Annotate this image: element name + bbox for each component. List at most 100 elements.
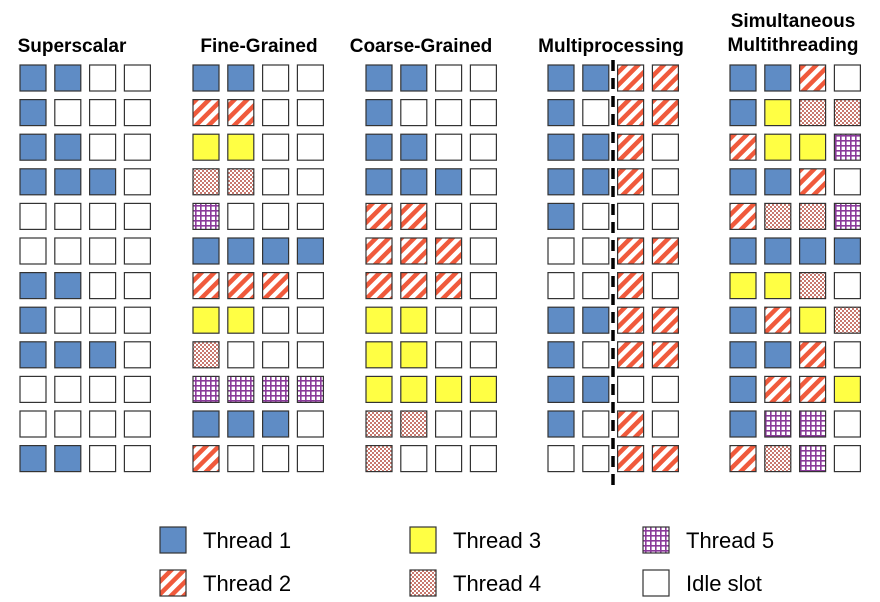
slot-thread-1: [54, 272, 82, 300]
slot-idle: [469, 410, 497, 438]
slot-thread-2: [192, 445, 220, 473]
slot-idle: [547, 237, 575, 265]
legend-label: Idle slot: [686, 571, 762, 596]
slot-thread-1: [764, 64, 792, 92]
slot-thread-5: [833, 133, 862, 161]
slot-thread-3: [227, 306, 255, 334]
slot-idle: [469, 98, 497, 127]
slot-thread-1: [54, 341, 82, 369]
slot-thread-3: [764, 272, 792, 300]
slot-thread-2: [365, 237, 393, 265]
slot-thread-1: [365, 64, 393, 92]
slot-thread-2: [798, 64, 827, 92]
slot-idle: [582, 410, 610, 438]
slot-thread-1: [192, 237, 220, 265]
slot-thread-1: [582, 375, 610, 403]
slot-idle: [582, 445, 610, 473]
slot-idle: [435, 133, 463, 161]
slot-thread-4: [833, 306, 862, 334]
slot-idle: [88, 445, 117, 473]
slot-thread-4: [365, 410, 393, 438]
slot-idle: [123, 202, 152, 230]
slot-thread-1: [262, 410, 290, 438]
panel-title: Fine-Grained: [200, 36, 317, 57]
panel-title-line: Fine-Grained: [200, 36, 317, 57]
slot-thread-4: [192, 168, 220, 196]
slot-thread-1: [764, 341, 792, 369]
panels: Superscalar Fine-Grained Coarse-Grained Mul…: [18, 11, 862, 492]
slot-idle: [296, 306, 324, 334]
slot-idle: [582, 341, 610, 369]
slot-thread-5: [296, 375, 324, 403]
slot-idle: [123, 237, 152, 265]
slot-thread-1: [400, 64, 428, 92]
slot-idle: [88, 133, 117, 161]
slot-idle: [88, 375, 117, 403]
slot-thread-5: [262, 375, 290, 403]
slot-idle: [88, 202, 117, 230]
slot-thread-1: [227, 64, 255, 92]
slot-thread-3: [400, 375, 428, 403]
slot-idle: [469, 168, 497, 196]
panel-title-line: Simultaneous: [731, 11, 856, 32]
slot-idle: [435, 64, 463, 92]
panel-title-line: Coarse-Grained: [350, 36, 493, 57]
slot-thread-2: [616, 341, 645, 369]
slot-thread-2: [262, 272, 290, 300]
slot-thread-2: [227, 272, 255, 300]
slot-idle: [651, 202, 680, 230]
slot-thread-1: [227, 410, 255, 438]
slot-thread-1: [19, 445, 47, 473]
legend-swatch: [159, 569, 187, 597]
slot-thread-2: [651, 445, 680, 473]
slot-idle: [833, 341, 862, 369]
slot-thread-1: [729, 306, 757, 334]
panel-2: Fine-Grained: [192, 36, 324, 473]
legend-swatch: [409, 526, 437, 554]
legend-label: Thread 1: [203, 528, 291, 553]
panel-4: Multiprocessing: [538, 36, 684, 492]
slot-idle: [616, 202, 645, 230]
slot-thread-5: [764, 410, 792, 438]
slot-idle: [296, 410, 324, 438]
slot-idle: [469, 133, 497, 161]
slot-idle: [262, 306, 290, 334]
slot-idle: [123, 410, 152, 438]
slot-thread-1: [19, 98, 47, 127]
slot-idle: [651, 168, 680, 196]
slot-idle: [651, 133, 680, 161]
slot-thread-1: [435, 168, 463, 196]
slot-thread-2: [798, 168, 827, 196]
slot-idle: [88, 272, 117, 300]
slot-thread-2: [616, 410, 645, 438]
slot-thread-5: [192, 375, 220, 403]
slot-thread-1: [19, 306, 47, 334]
slot-thread-1: [729, 375, 757, 403]
slot-idle: [435, 341, 463, 369]
slot-thread-2: [798, 375, 827, 403]
slot-thread-2: [729, 133, 757, 161]
slot-thread-1: [547, 410, 575, 438]
slot-thread-2: [616, 98, 645, 127]
slot-thread-2: [651, 306, 680, 334]
slot-thread-2: [764, 306, 792, 334]
slot-idle: [833, 272, 862, 300]
slot-thread-2: [651, 237, 680, 265]
slot-idle: [469, 306, 497, 334]
slot-idle: [54, 306, 82, 334]
slot-thread-1: [19, 341, 47, 369]
legend-swatch: [642, 526, 670, 554]
slot-idle: [651, 410, 680, 438]
slot-idle: [435, 410, 463, 438]
slot-thread-3: [764, 133, 792, 161]
slot-thread-2: [616, 168, 645, 196]
slot-thread-2: [651, 98, 680, 127]
slot-thread-2: [616, 445, 645, 473]
slot-thread-3: [365, 341, 393, 369]
slot-thread-2: [651, 341, 680, 369]
slot-thread-2: [616, 237, 645, 265]
slot-thread-1: [227, 237, 255, 265]
slot-idle: [400, 445, 428, 473]
legend-label: Thread 4: [453, 571, 541, 596]
slot-idle: [123, 306, 152, 334]
